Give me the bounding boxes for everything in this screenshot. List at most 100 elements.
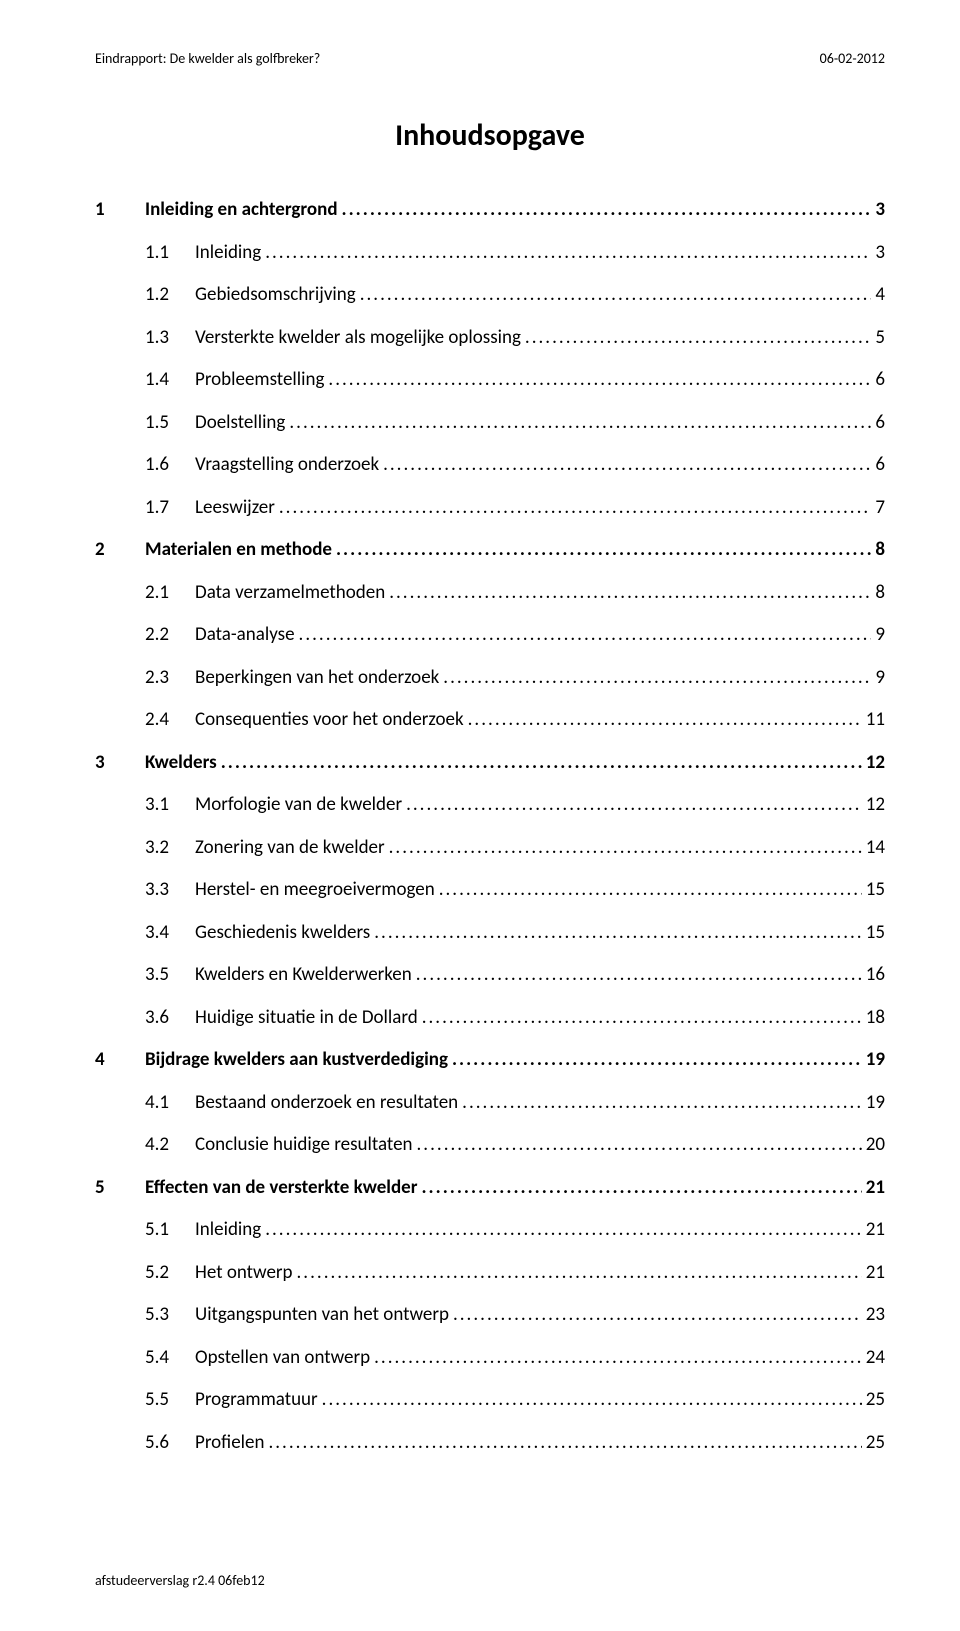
toc-leader-dots [297, 1259, 862, 1288]
toc-entry: 1.2Gebiedsomschrijving 4 [95, 281, 885, 310]
toc-entry-number: 5 [95, 1174, 145, 1203]
toc-leader-dots [452, 1046, 862, 1075]
toc-entry-pagenum: 5 [871, 324, 885, 353]
toc-entry-pagenum: 18 [862, 1004, 885, 1033]
toc-entry-number: 1.6 [145, 451, 195, 480]
header-left: Eindrapport: De kwelder als golfbreker? [95, 50, 320, 67]
toc-entry: 5.6Profielen25 [95, 1429, 885, 1458]
toc-entry: 3.4Geschiedenis kwelders15 [95, 919, 885, 948]
toc-entry-title: Uitgangspunten van het ontwerp [195, 1301, 453, 1330]
toc-entry-title: Beperkingen van het onderzoek [195, 664, 443, 693]
toc-entry-number: 1.7 [145, 494, 195, 523]
toc-leader-dots [421, 1174, 861, 1203]
toc-entry-title: Gebiedsomschrijving [195, 281, 360, 310]
toc-entry: 1.1Inleiding3 [95, 239, 885, 268]
toc-entry-title: Leeswijzer [195, 494, 279, 523]
toc-entry-number: 5.3 [145, 1301, 195, 1330]
toc-entry: 4.1Bestaand onderzoek en resultaten19 [95, 1089, 885, 1118]
toc-leader-dots [299, 621, 872, 650]
toc-entry-pagenum: 23 [862, 1301, 885, 1330]
toc-entry: 2.3Beperkingen van het onderzoek 9 [95, 664, 885, 693]
toc-entry-pagenum: 11 [862, 706, 885, 735]
toc-leader-dots [406, 791, 862, 820]
toc-leader-dots [265, 1216, 862, 1245]
toc-leader-dots [417, 1131, 862, 1160]
toc-entry-number: 5.4 [145, 1344, 195, 1373]
toc-entry-title: Geschiedenis kwelders [195, 919, 374, 948]
toc-entry-number: 5.5 [145, 1386, 195, 1415]
toc-entry-pagenum: 12 [862, 749, 885, 778]
toc-entry: 3Kwelders12 [95, 749, 885, 778]
toc-leader-dots [443, 664, 871, 693]
toc-entry-pagenum: 19 [862, 1046, 885, 1075]
toc-entry: 1.6Vraagstelling onderzoek 6 [95, 451, 885, 480]
toc-leader-dots [468, 706, 862, 735]
toc-leader-dots [453, 1301, 862, 1330]
toc-entry-title: Kwelders [145, 749, 221, 778]
toc-entry-number: 4 [95, 1046, 145, 1075]
toc-entry: 1.3Versterkte kwelder als mogelijke oplo… [95, 324, 885, 353]
toc-entry-title: Inleiding [195, 239, 265, 268]
toc-entry-title: Probleemstelling [195, 366, 328, 395]
toc-entry-pagenum: 6 [871, 366, 885, 395]
toc-entry-number: 1.2 [145, 281, 195, 310]
toc-entry-title: Consequenties voor het onderzoek [195, 706, 468, 735]
toc-entry-pagenum: 12 [862, 791, 885, 820]
toc-entry-number: 2.1 [145, 579, 195, 608]
toc-entry-title: Effecten van de versterkte kwelder [145, 1174, 421, 1203]
toc-entry-pagenum: 7 [871, 494, 885, 523]
toc-entry-title: Bestaand onderzoek en resultaten [195, 1089, 462, 1118]
toc-leader-dots [374, 1344, 862, 1373]
toc-leader-dots [439, 876, 862, 905]
toc-entry-title: Inleiding en achtergrond [145, 196, 342, 225]
toc-list: 1Inleiding en achtergrond31.1Inleiding31… [95, 196, 885, 1457]
toc-entry-title: Kwelders en Kwelderwerken [195, 961, 416, 990]
toc-entry: 3.6Huidige situatie in de Dollard18 [95, 1004, 885, 1033]
toc-entry: 1.7Leeswijzer 7 [95, 494, 885, 523]
toc-entry: 5.4Opstellen van ontwerp 24 [95, 1344, 885, 1373]
toc-leader-dots [336, 536, 871, 565]
toc-entry-title: Morfologie van de kwelder [195, 791, 406, 820]
toc-entry: 5.5Programmatuur25 [95, 1386, 885, 1415]
toc-leader-dots [322, 1386, 862, 1415]
toc-entry-number: 2.3 [145, 664, 195, 693]
toc-leader-dots [328, 366, 871, 395]
toc-entry-pagenum: 20 [862, 1131, 885, 1160]
document-page: Eindrapport: De kwelder als golfbreker? … [0, 0, 960, 1511]
toc-entry-number: 3.2 [145, 834, 195, 863]
toc-entry-title: Vraagstelling onderzoek [195, 451, 383, 480]
toc-entry-number: 1.1 [145, 239, 195, 268]
toc-entry-number: 5.6 [145, 1429, 195, 1458]
toc-entry-pagenum: 19 [862, 1089, 885, 1118]
toc-entry-number: 3.4 [145, 919, 195, 948]
page-footer: afstudeerverslag r2.4 06feb12 [95, 1572, 265, 1589]
toc-leader-dots [416, 961, 862, 990]
toc-entry: 4.2Conclusie huidige resultaten 20 [95, 1131, 885, 1160]
toc-entry-pagenum: 9 [871, 664, 885, 693]
toc-leader-dots [279, 494, 871, 523]
toc-entry-number: 3.6 [145, 1004, 195, 1033]
toc-entry: 4Bijdrage kwelders aan kustverdediging19 [95, 1046, 885, 1075]
toc-entry-number: 3.1 [145, 791, 195, 820]
toc-entry-pagenum: 14 [862, 834, 885, 863]
toc-entry-title: Opstellen van ontwerp [195, 1344, 374, 1373]
toc-leader-dots [374, 919, 861, 948]
toc-entry-number: 1.3 [145, 324, 195, 353]
toc-entry: 3.1Morfologie van de kwelder 12 [95, 791, 885, 820]
toc-entry-pagenum: 21 [862, 1174, 885, 1203]
toc-entry-pagenum: 6 [871, 451, 885, 480]
toc-leader-dots [265, 239, 871, 268]
toc-entry-pagenum: 6 [871, 409, 885, 438]
toc-leader-dots [268, 1429, 861, 1458]
toc-entry: 5.2Het ontwerp21 [95, 1259, 885, 1288]
toc-entry-pagenum: 8 [871, 536, 885, 565]
toc-entry-pagenum: 9 [871, 621, 885, 650]
toc-entry-title: Conclusie huidige resultaten [195, 1131, 417, 1160]
toc-entry-pagenum: 4 [871, 281, 885, 310]
toc-entry-number: 5.1 [145, 1216, 195, 1245]
toc-leader-dots [389, 834, 862, 863]
toc-entry-title: Profielen [195, 1429, 268, 1458]
toc-entry-pagenum: 24 [862, 1344, 885, 1373]
toc-entry-number: 4.2 [145, 1131, 195, 1160]
toc-entry-pagenum: 15 [862, 876, 885, 905]
